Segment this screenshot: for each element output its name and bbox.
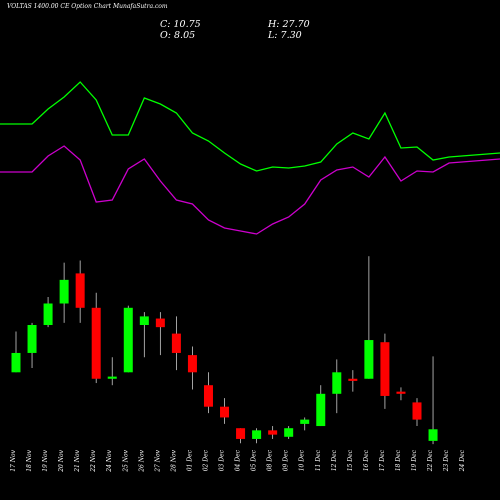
low-readout: L: 7.30 — [267, 30, 302, 41]
candle-body-up — [27, 325, 37, 353]
candle-body-up — [284, 428, 294, 437]
candle — [380, 333, 390, 409]
candle — [332, 359, 342, 414]
x-tick-label: 19 Dec — [411, 449, 418, 471]
candle — [396, 387, 406, 401]
candle-body-down — [155, 318, 165, 328]
candle-body-down — [171, 333, 181, 353]
x-tick-label: 19 Nov — [42, 449, 49, 471]
candle-body-up — [139, 316, 149, 325]
candle-body-up — [252, 430, 262, 439]
candle — [155, 312, 165, 356]
candle — [364, 256, 374, 379]
candle-body-down — [203, 385, 213, 407]
candle — [75, 260, 85, 323]
x-tick-label: 04 Dec — [235, 449, 242, 471]
candle — [59, 262, 69, 323]
x-tick-label: 12 Dec — [331, 449, 338, 471]
chart-title: VOLTAS 1400.00 CE Option Chart MunafaSut… — [7, 3, 168, 10]
x-tick-label: 18 Nov — [26, 449, 33, 471]
x-tick-label: 02 Dec — [202, 449, 209, 471]
candle-body-up — [300, 419, 310, 424]
x-tick-label: 05 Dec — [251, 449, 258, 471]
candle — [91, 292, 101, 384]
candle-body-down — [348, 378, 358, 381]
x-tick-label: 25 Nov — [122, 449, 129, 472]
x-tick-label: 17 Dec — [379, 449, 386, 471]
close-readout: C: 10.75 — [160, 19, 201, 30]
x-tick-label: 24 Nov — [106, 449, 113, 472]
candle-body-down — [396, 391, 406, 394]
candle-body-up — [316, 393, 326, 427]
x-axis-ticks: 17 Nov 18 Nov 19 Nov 20 Nov 21 Nov 22 Nov 24 N… — [10, 449, 466, 472]
x-tick-label: 09 Dec — [283, 449, 290, 471]
x-tick-label: 27 Nov — [154, 449, 161, 472]
candle-body-down — [412, 402, 422, 420]
x-tick-label: 17 Nov — [10, 449, 17, 471]
candle-body-up — [364, 340, 374, 379]
indicator-line-2 — [0, 145, 500, 235]
candle-body-up — [332, 372, 342, 394]
candle — [236, 428, 246, 444]
candle — [123, 305, 133, 373]
candle — [171, 316, 181, 371]
indicator-lines — [0, 81, 500, 235]
candle — [348, 370, 358, 392]
candles — [11, 256, 438, 445]
candle-body-up — [123, 307, 133, 373]
candle-body-up — [11, 352, 21, 373]
x-tick-label: 22 Dec — [427, 449, 434, 472]
candle — [268, 426, 278, 439]
x-tick-label: 21 Nov — [74, 449, 81, 472]
x-tick-label: 11 Dec — [315, 449, 322, 471]
candle — [43, 297, 53, 328]
candle-body-down — [220, 406, 230, 418]
candle-body-up — [43, 303, 53, 325]
candle-body-down — [187, 355, 197, 373]
candle-body-down — [75, 273, 85, 308]
x-tick-label: 15 Dec — [347, 449, 354, 471]
candle — [107, 357, 117, 386]
x-tick-label: 16 Dec — [363, 449, 370, 471]
x-tick-label: 01 Dec — [186, 449, 193, 471]
x-tick-label: 23 Dec — [443, 449, 450, 472]
x-tick-label: 20 Nov — [58, 449, 65, 472]
x-tick-label: 26 Nov — [138, 449, 145, 472]
x-tick-label: 08 Dec — [267, 449, 274, 471]
candle-body-up — [107, 376, 117, 379]
indicator-line-1 — [0, 81, 500, 172]
x-tick-label: 03 Dec — [219, 449, 226, 471]
candle — [203, 372, 213, 414]
candle — [428, 356, 438, 445]
candle — [139, 312, 149, 358]
candle — [252, 428, 262, 444]
candle-body-down — [380, 342, 390, 396]
candle-body-up — [59, 279, 69, 304]
x-tick-label: 22 Nov — [90, 449, 97, 472]
x-tick-label: 28 Nov — [170, 449, 177, 472]
x-tick-label: 18 Dec — [395, 449, 402, 471]
high-readout: H: 27.70 — [267, 19, 310, 30]
x-tick-label: 10 Dec — [299, 449, 306, 471]
candle — [11, 331, 21, 373]
candle-body-down — [236, 428, 246, 439]
candle-body-up — [428, 429, 438, 441]
open-readout: O: 8.05 — [160, 30, 195, 41]
candle — [187, 346, 197, 390]
candle — [284, 426, 294, 439]
candle — [300, 417, 310, 431]
x-tick-label: 24 Dec — [459, 449, 466, 472]
candle-body-down — [268, 430, 278, 435]
candle — [316, 385, 326, 427]
candle-body-down — [91, 307, 101, 379]
candle — [27, 322, 37, 368]
candle — [412, 398, 422, 427]
candle — [220, 398, 230, 424]
